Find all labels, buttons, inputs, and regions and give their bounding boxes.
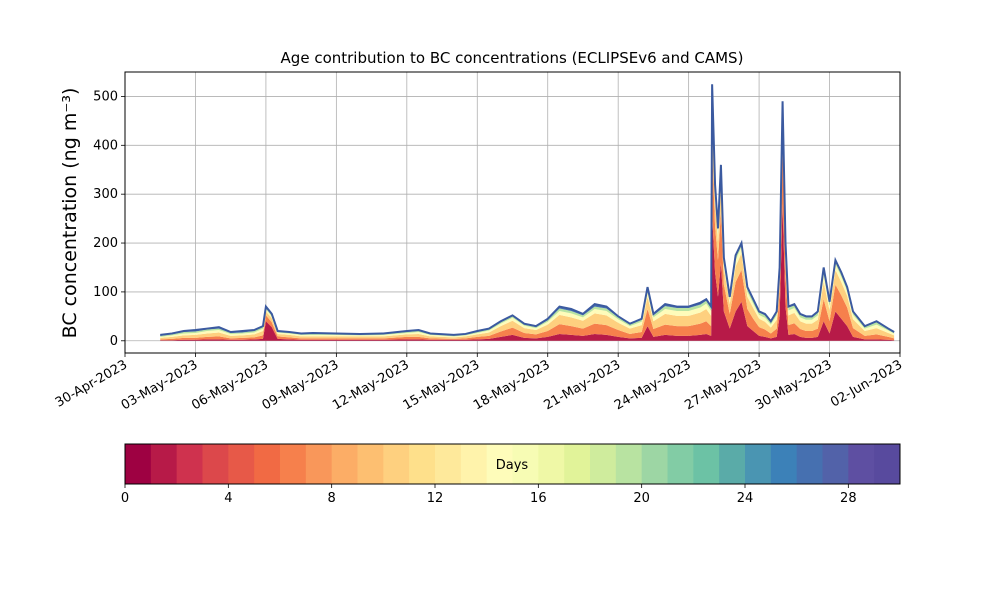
total-line-layer: [160, 84, 895, 336]
chart-title: Age contribution to BC concentrations (E…: [281, 49, 744, 67]
y-tick-label: 500: [93, 89, 118, 104]
colorbar-segment: [305, 444, 333, 484]
colorbar-segment: [435, 444, 462, 484]
colorbar-segment: [176, 444, 203, 484]
colorbar-tick-label: 16: [530, 491, 547, 506]
colorbar-segment: [667, 444, 694, 484]
colorbar-tick-label: 12: [427, 491, 444, 506]
colorbar-segment: [848, 444, 875, 484]
x-axis: 30-Apr-202303-May-202306-May-202309-May-…: [53, 353, 905, 413]
colorbar-tick-label: 20: [633, 491, 650, 506]
colorbar-segment: [874, 444, 901, 484]
colorbar-tick-label: 8: [328, 491, 336, 506]
colorbar-segment: [357, 444, 384, 484]
colorbar-segment: [512, 444, 539, 484]
y-axis-label: BC concentration (ng m⁻³): [59, 88, 81, 339]
x-tick-label: 02-Jun-2023: [828, 357, 905, 410]
colorbar-segment: [228, 444, 255, 484]
x-tick-label: 21-May-2023: [542, 357, 624, 413]
area-band: [160, 145, 895, 341]
y-tick-label: 300: [93, 187, 118, 202]
y-tick-label: 200: [93, 236, 118, 251]
colorbar-frame: [124, 443, 901, 485]
x-tick-label: 06-May-2023: [189, 357, 271, 413]
colorbar-segment: [125, 444, 152, 484]
colorbar-segment: [383, 444, 410, 484]
x-tick-label: 15-May-2023: [401, 357, 483, 413]
colorbar-segment: [693, 444, 720, 484]
colorbar-segment: [460, 444, 488, 484]
colorbar-segment: [615, 444, 643, 484]
x-tick-label: 30-May-2023: [753, 357, 835, 413]
colorbar: [125, 444, 901, 484]
colorbar-ticks: 0 4 8 12 16 20 24 28: [121, 484, 857, 506]
y-tick-label: 400: [93, 138, 118, 153]
colorbar-tick-label: 24: [737, 491, 754, 506]
stacked-area-layer: [160, 84, 895, 341]
colorbar-segment: [254, 444, 281, 484]
colorbar-label: Days: [496, 458, 529, 473]
y-tick-label: 100: [93, 285, 118, 300]
colorbar-segment: [150, 444, 178, 484]
x-tick-label: 03-May-2023: [119, 357, 201, 413]
colorbar-segment: [822, 444, 849, 484]
colorbar-segment: [796, 444, 823, 484]
total-concentration-line: [160, 84, 895, 336]
x-tick-label: 12-May-2023: [330, 357, 412, 413]
colorbar-tick-label: 4: [224, 491, 232, 506]
colorbar-segment: [331, 444, 358, 484]
x-tick-label: 09-May-2023: [260, 357, 342, 413]
colorbar-segment: [409, 444, 436, 484]
x-tick-label: 18-May-2023: [471, 357, 553, 413]
colorbar-segment: [745, 444, 772, 484]
colorbar-tick-label: 0: [121, 491, 129, 506]
colorbar-segment: [564, 444, 591, 484]
colorbar-tick-label: 28: [840, 491, 857, 506]
colorbar-segment: [280, 444, 307, 484]
plot-frame: [124, 71, 901, 354]
colorbar-segment: [486, 444, 513, 484]
colorbar-segment: [641, 444, 668, 484]
x-tick-label: 24-May-2023: [612, 357, 694, 413]
y-axis: 0 100 200 300 400 500: [93, 89, 125, 349]
colorbar-segment: [202, 444, 229, 484]
colorbar-segment: [590, 444, 617, 484]
y-tick-label: 0: [110, 334, 118, 349]
x-tick-label: 27-May-2023: [682, 357, 764, 413]
colorbar-segment: [538, 444, 565, 484]
colorbar-segment: [770, 444, 798, 484]
colorbar-segment: [719, 444, 746, 484]
x-tick-label: 30-Apr-2023: [53, 357, 130, 410]
